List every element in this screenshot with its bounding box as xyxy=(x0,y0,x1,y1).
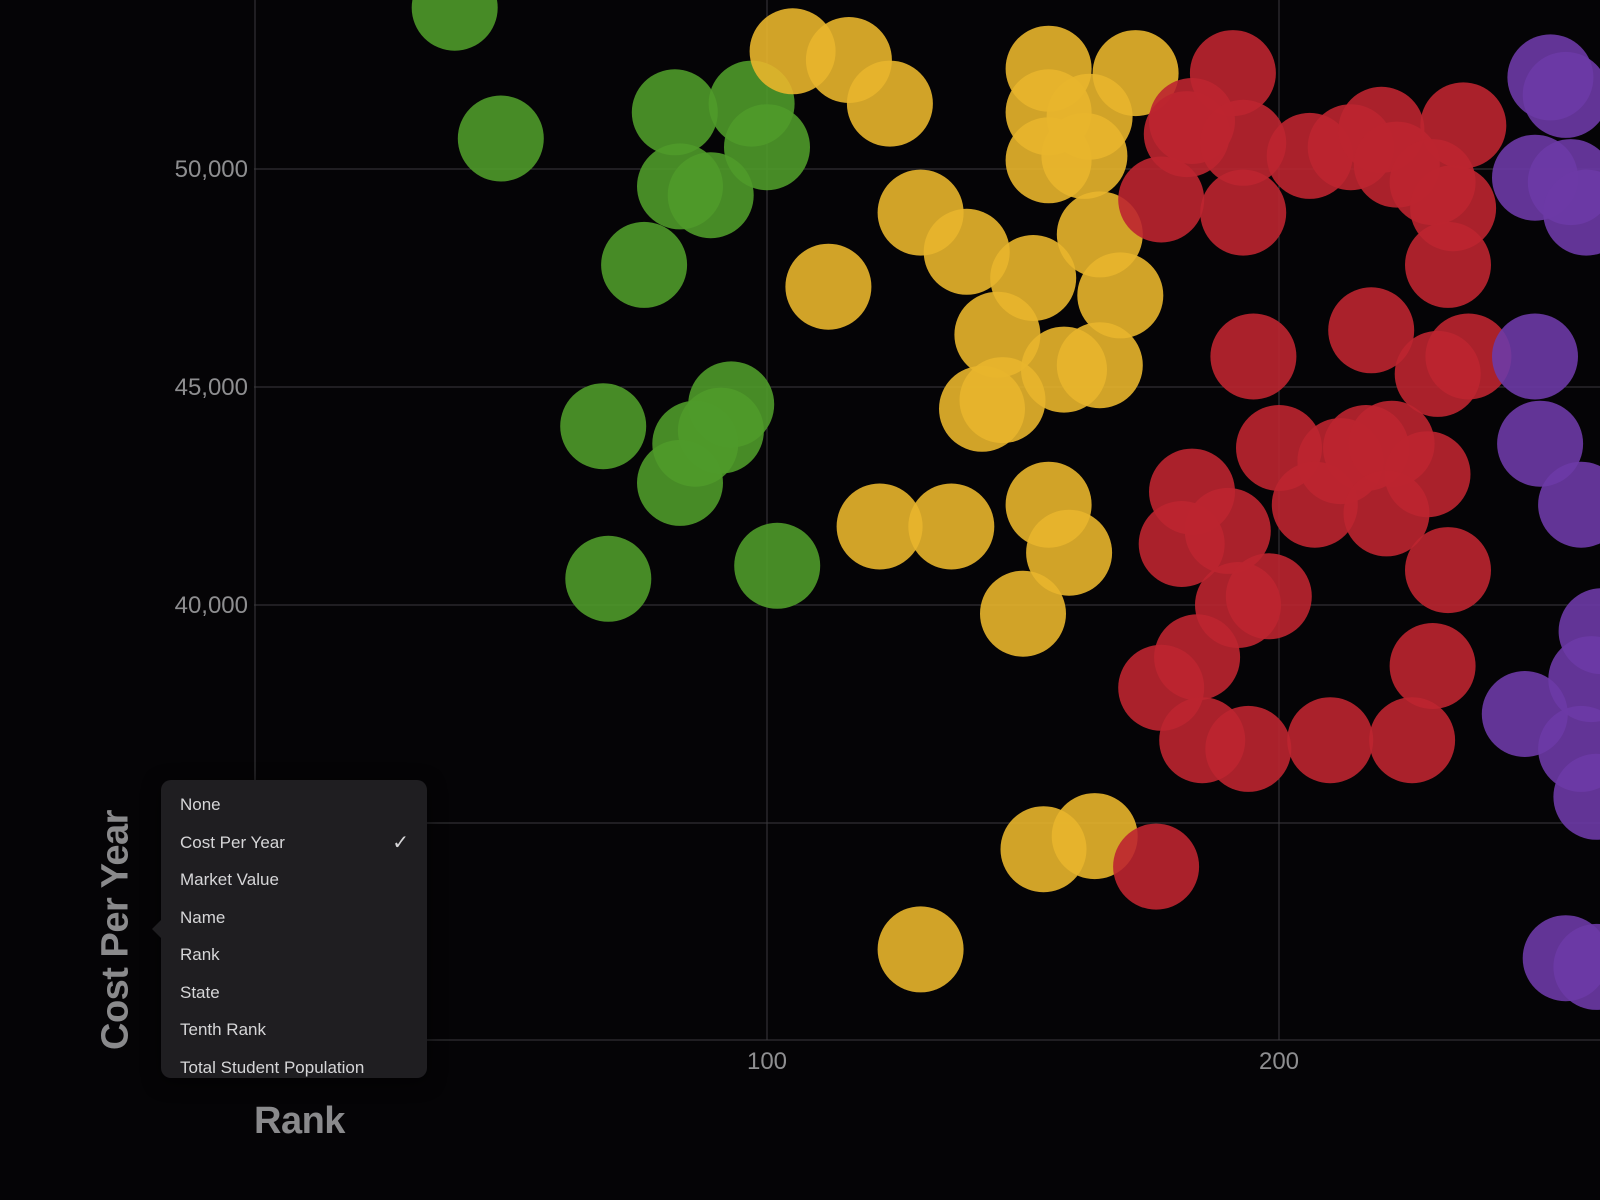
data-point xyxy=(1138,501,1225,587)
menu-item-market-value[interactable]: Market Value xyxy=(161,861,427,899)
data-point xyxy=(631,69,718,156)
menu-item-total-student-population[interactable]: Total Student Population xyxy=(161,1049,427,1087)
menu-item-state[interactable]: State xyxy=(161,974,427,1012)
data-point xyxy=(565,535,652,622)
menu-item-label: Cost Per Year xyxy=(180,832,285,852)
data-point xyxy=(1118,156,1205,243)
data-point xyxy=(1077,252,1164,339)
data-point xyxy=(980,570,1066,657)
data-point xyxy=(457,95,544,182)
data-point xyxy=(1405,221,1491,308)
tick-labels: 40,000 45,000 50,000 100 200 xyxy=(175,156,1299,1075)
data-point xyxy=(601,221,688,308)
data-point xyxy=(1225,553,1312,640)
menu-item-label: Name xyxy=(180,907,226,927)
data-point xyxy=(1538,461,1600,548)
data-point xyxy=(1041,112,1128,199)
menu-item-label: None xyxy=(180,795,221,814)
menu-item-label: State xyxy=(180,982,220,1002)
data-points xyxy=(411,0,1600,1010)
menu-item-cost-per-year[interactable]: Cost Per Year ✓ xyxy=(161,824,427,862)
menu-item-label: Total Student Population xyxy=(180,1057,365,1077)
data-point xyxy=(734,522,821,609)
x-axis-title[interactable]: Rank xyxy=(254,1100,345,1142)
data-point xyxy=(637,439,723,526)
data-point xyxy=(1200,169,1287,256)
menu-item-rank[interactable]: Rank xyxy=(161,936,427,974)
data-point xyxy=(1553,753,1600,840)
data-point xyxy=(1287,697,1374,784)
y-tick-label: 50,000 xyxy=(175,156,248,183)
data-point xyxy=(411,0,498,51)
data-point xyxy=(877,906,964,993)
data-point xyxy=(1328,287,1415,374)
data-point xyxy=(1543,169,1600,256)
data-point xyxy=(1271,461,1358,548)
data-point xyxy=(954,291,1041,378)
data-point xyxy=(785,243,872,330)
checkmark-icon: ✓ xyxy=(392,829,409,854)
axis-field-list: None Cost Per Year ✓ Market Value Name Ra… xyxy=(161,780,427,1086)
data-point xyxy=(1492,313,1578,400)
x-tick-label: 100 xyxy=(747,1048,787,1075)
data-point xyxy=(836,483,923,570)
y-tick-label: 45,000 xyxy=(175,374,248,401)
menu-item-label: Tenth Rank xyxy=(180,1020,266,1039)
data-point xyxy=(1113,823,1200,910)
data-point xyxy=(1210,313,1297,400)
data-point xyxy=(560,383,647,470)
data-point xyxy=(1056,322,1143,409)
y-axis-title[interactable]: Cost Per Year xyxy=(94,810,137,1050)
data-point xyxy=(1405,527,1491,614)
data-point xyxy=(846,60,933,147)
data-point xyxy=(959,357,1046,444)
axis-field-menu: None Cost Per Year ✓ Market Value Name Ra… xyxy=(152,780,427,1078)
data-point xyxy=(908,483,995,570)
data-point xyxy=(1389,623,1476,709)
data-point xyxy=(1425,313,1512,400)
data-point xyxy=(1369,697,1456,784)
data-point xyxy=(1205,705,1292,792)
menu-item-label: Market Value xyxy=(180,870,279,889)
menu-pointer xyxy=(152,920,161,938)
data-point xyxy=(1497,400,1584,487)
data-point xyxy=(1200,99,1287,186)
menu-item-name[interactable]: Name xyxy=(161,899,427,937)
y-tick-label: 40,000 xyxy=(175,592,248,619)
data-point xyxy=(1522,51,1600,138)
x-tick-label: 200 xyxy=(1259,1048,1299,1075)
data-point xyxy=(724,104,810,191)
data-point xyxy=(1343,470,1430,557)
menu-item-tenth-rank[interactable]: Tenth Rank xyxy=(161,1011,427,1049)
data-point xyxy=(1553,923,1600,1010)
menu-item-label: Rank xyxy=(180,945,220,964)
data-point xyxy=(1026,509,1113,596)
menu-item-none[interactable]: None xyxy=(161,786,427,824)
data-point xyxy=(667,152,754,239)
data-point xyxy=(923,208,1010,295)
